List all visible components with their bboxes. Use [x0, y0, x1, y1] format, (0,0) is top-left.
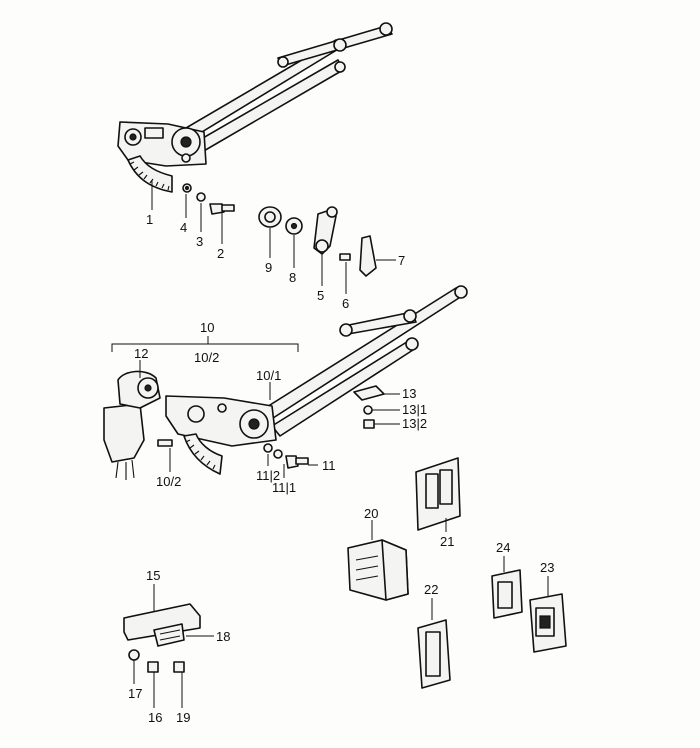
callout-11: 11 — [322, 458, 336, 473]
crank-parts — [258, 206, 377, 277]
callout-2: 2 — [217, 246, 224, 261]
callout-17: 17 — [128, 686, 142, 701]
callout-24: 24 — [496, 540, 510, 555]
callout-4: 4 — [180, 220, 187, 235]
callout-12: 12 — [134, 346, 148, 361]
callout-1: 1 — [146, 212, 153, 227]
callout-10-2-bolt: 10/2 — [156, 474, 181, 489]
callout-11-2: 11|2 — [256, 468, 280, 483]
callout-10-2-bracket: 10/2 — [194, 350, 219, 365]
callout-labels: 1 2 3 4 5 6 7 8 9 10 10/2 12 10/1 13 13|… — [128, 212, 554, 725]
callout-10: 10 — [200, 320, 214, 335]
callout-19: 19 — [176, 710, 190, 725]
callout-9: 9 — [265, 260, 272, 275]
callout-8: 8 — [289, 270, 296, 285]
callout-3: 3 — [196, 234, 203, 249]
callout-7: 7 — [398, 253, 405, 268]
lower-window-regulator — [103, 285, 468, 480]
callout-10-1: 10/1 — [256, 368, 281, 383]
callout-13-1: 13|1 — [402, 402, 427, 417]
callout-15: 15 — [146, 568, 160, 583]
callout-13-2: 13|2 — [402, 416, 427, 431]
callout-18: 18 — [216, 629, 230, 644]
callout-22: 22 — [424, 582, 438, 597]
callout-13: 13 — [402, 386, 416, 401]
mounting-bracket-parts — [123, 603, 201, 673]
callout-20: 20 — [364, 506, 378, 521]
callout-5: 5 — [317, 288, 324, 303]
leader-lines — [133, 180, 549, 708]
callout-21: 21 — [440, 534, 454, 549]
upper-window-regulator — [117, 22, 393, 215]
switches-and-frames — [347, 457, 567, 689]
callout-23: 23 — [540, 560, 554, 575]
callout-6: 6 — [342, 296, 349, 311]
callout-11-1: 11|1 — [272, 480, 296, 495]
callout-16: 16 — [148, 710, 162, 725]
